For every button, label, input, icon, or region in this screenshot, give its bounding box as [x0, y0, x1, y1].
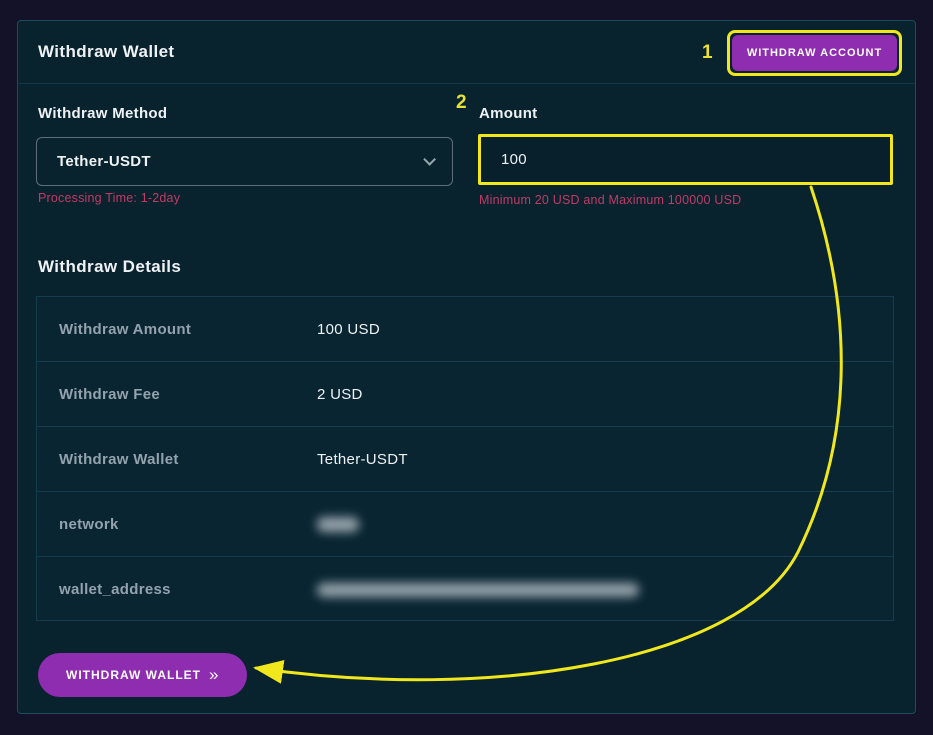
amount-label: Amount	[479, 105, 538, 122]
withdraw-method-select[interactable]: Tether-USDT	[36, 137, 453, 186]
amount-input[interactable]	[478, 134, 893, 185]
row-value: 100 USD	[317, 320, 380, 338]
table-row-wallet-address: wallet_address	[37, 557, 893, 622]
row-label: Withdraw Fee	[59, 385, 160, 403]
withdraw-account-button[interactable]: WITHDRAW ACCOUNT	[732, 35, 897, 71]
table-row-withdraw-wallet: Withdraw Wallet Tether-USDT	[37, 427, 893, 492]
annotation-step-2: 2	[456, 92, 467, 113]
row-label: wallet_address	[59, 581, 171, 598]
redacted-value-blur	[317, 516, 359, 532]
row-value	[317, 516, 359, 532]
table-row-withdraw-amount: Withdraw Amount 100 USD	[37, 297, 893, 362]
withdraw-wallet-button[interactable]: WITHDRAW WALLET »	[38, 653, 248, 697]
table-row-withdraw-fee: Withdraw Fee 2 USD	[37, 362, 893, 427]
row-value	[317, 582, 639, 597]
card-header: Withdraw Wallet 1 WITHDRAW ACCOUNT	[18, 21, 915, 84]
row-label: Withdraw Wallet	[59, 450, 179, 468]
withdraw-details-heading: Withdraw Details	[38, 257, 182, 276]
row-value: Tether-USDT	[317, 450, 408, 468]
withdraw-method-label: Withdraw Method	[38, 105, 168, 122]
row-label: network	[59, 515, 119, 533]
table-row-network: network	[37, 492, 893, 557]
amount-limits-hint: Minimum 20 USD and Maximum 100000 USD	[479, 193, 742, 207]
selected-method-value: Tether-USDT	[57, 153, 151, 170]
processing-time-hint: Processing Time: 1-2day	[38, 191, 181, 205]
double-chevron-right-icon: »	[208, 664, 220, 684]
withdraw-wallet-card: Withdraw Wallet 1 WITHDRAW ACCOUNT Withd…	[17, 20, 916, 714]
row-value: 2 USD	[317, 385, 363, 403]
withdraw-details-table: Withdraw Amount 100 USD Withdraw Fee 2 U…	[36, 296, 894, 621]
row-label: Withdraw Amount	[59, 320, 192, 338]
page-title: Withdraw Wallet	[38, 42, 175, 61]
redacted-value-blur	[317, 582, 639, 597]
withdraw-wallet-button-label: WITHDRAW WALLET	[66, 668, 201, 682]
chevron-down-icon	[423, 153, 436, 166]
annotation-step-1: 1	[702, 42, 713, 63]
annotation-highlight-box: WITHDRAW ACCOUNT	[727, 30, 902, 76]
